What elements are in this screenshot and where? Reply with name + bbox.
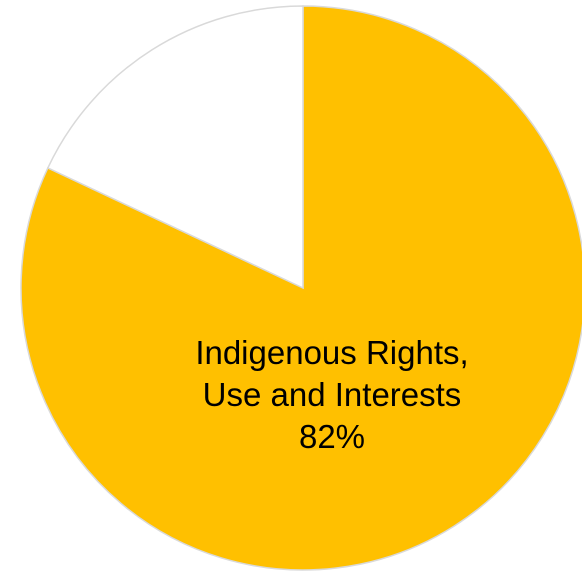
pie-slice-0-label-line-2: 82%	[299, 418, 365, 455]
pie-slice-0-label-line-1: Use and Interests	[203, 376, 462, 413]
pie-slice-0-label: Indigenous Rights, Use and Interests 82%	[195, 334, 468, 455]
pie-labels: Indigenous Rights, Use and Interests 82%	[195, 334, 468, 455]
pie-slices	[20, 5, 582, 571]
pie-slice-0-label-line-0: Indigenous Rights,	[195, 334, 468, 371]
pie-slice-1	[46, 5, 304, 290]
